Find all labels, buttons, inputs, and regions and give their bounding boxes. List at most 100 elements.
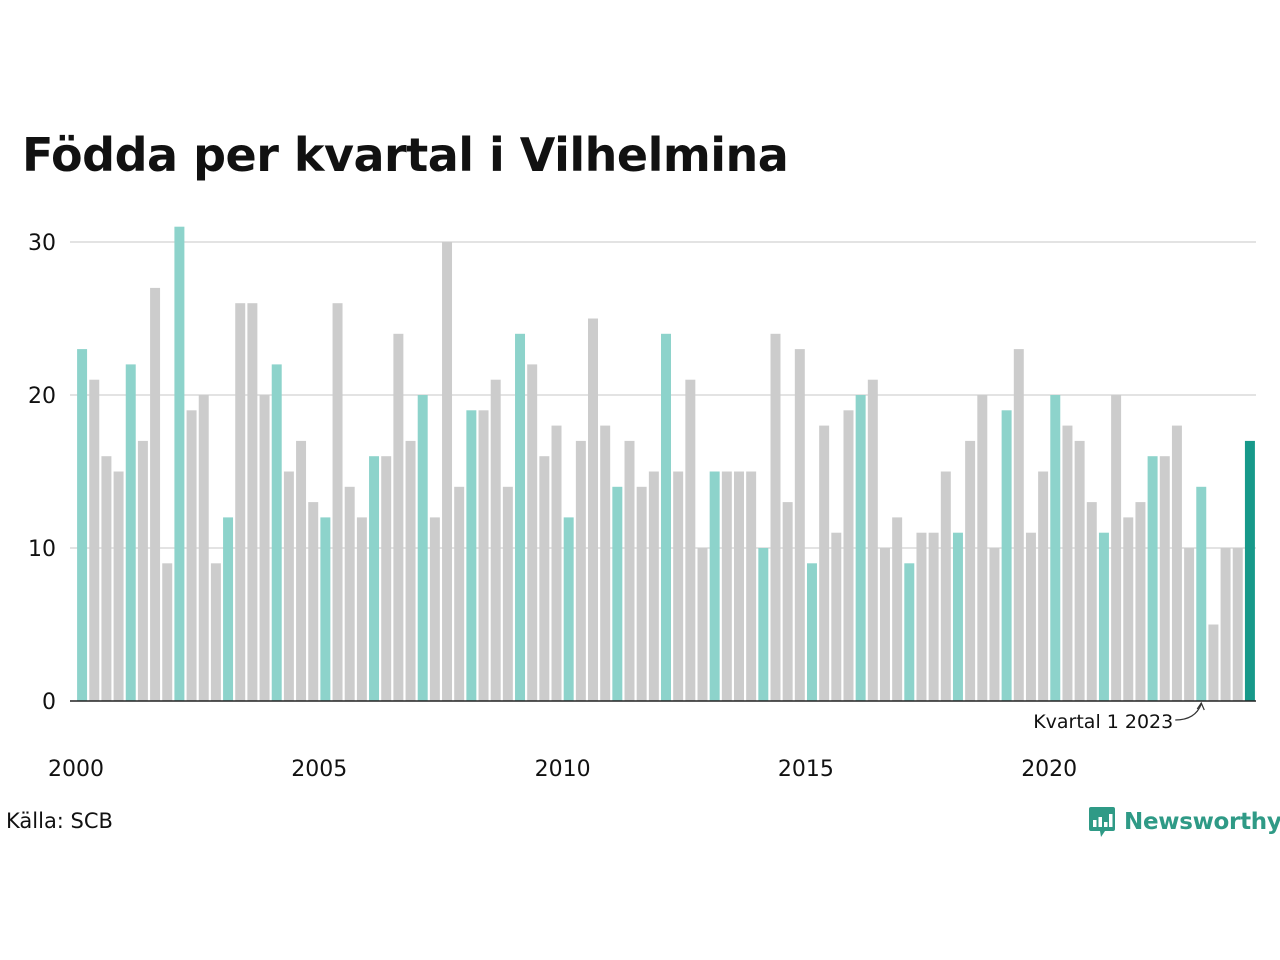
bar: [989, 548, 1000, 701]
bar: [685, 379, 696, 701]
bar: [1098, 532, 1109, 701]
bar: [575, 440, 586, 701]
bar: [259, 395, 270, 701]
bar: [879, 548, 890, 701]
bar: [928, 532, 939, 701]
bar: [1196, 486, 1207, 701]
bar: [1184, 548, 1195, 701]
annotation: Kvartal 1 2023: [1033, 701, 1205, 733]
bar: [855, 395, 866, 701]
bar: [393, 333, 404, 701]
bar: [150, 287, 161, 701]
bar: [235, 303, 246, 701]
bar: [417, 395, 428, 701]
bar: [794, 349, 805, 701]
bar: [271, 364, 282, 701]
bar: [1159, 456, 1170, 701]
bars: [77, 226, 1255, 701]
bar: [429, 517, 440, 701]
bar: [247, 303, 258, 701]
bar: [892, 517, 903, 701]
brand-logo[interactable]: Newsworthy: [1088, 804, 1280, 840]
bar: [1013, 349, 1024, 701]
bar: [1147, 456, 1158, 701]
bar: [721, 471, 732, 701]
x-tick-label: 2015: [778, 757, 834, 782]
bar: [709, 471, 720, 701]
bar: [320, 517, 331, 701]
bar: [1220, 548, 1231, 701]
bar: [490, 379, 501, 701]
y-tick-label: 20: [28, 384, 56, 409]
bar: [369, 456, 380, 701]
y-tick-label: 0: [42, 690, 56, 715]
bar: [697, 548, 708, 701]
bar: [113, 471, 124, 701]
bar: [1050, 395, 1061, 701]
bar: [746, 471, 757, 701]
bar: [673, 471, 684, 701]
y-tick-label: 10: [28, 537, 56, 562]
brand-name: Newsworthy: [1124, 809, 1280, 835]
bar: [806, 563, 817, 701]
annotation-label: Kvartal 1 2023: [1033, 711, 1173, 733]
bar: [600, 425, 611, 701]
chart-bubble-icon: [1089, 807, 1115, 837]
bar: [782, 502, 793, 701]
bar-chart: 0 10 20 30 2000 2005 2010 2015 2020 Kvartal 1 20…: [28, 226, 1256, 782]
bar: [952, 532, 963, 701]
bar: [734, 471, 744, 701]
bar: [527, 364, 538, 701]
bar: [904, 563, 915, 701]
bar: [296, 440, 307, 701]
bar: [1135, 502, 1146, 701]
bar: [1074, 440, 1085, 701]
bar: [77, 349, 88, 701]
bar: [125, 364, 136, 701]
bar: [1244, 440, 1255, 701]
bar: [1038, 471, 1049, 701]
bar: [162, 563, 173, 701]
x-tick-label: 2020: [1021, 757, 1077, 782]
x-tick-label: 2010: [535, 757, 591, 782]
bar: [454, 486, 465, 701]
bar: [770, 333, 781, 701]
bar: [381, 456, 392, 701]
bar: [843, 410, 854, 701]
bar: [502, 486, 513, 701]
bar: [186, 410, 197, 701]
bar: [588, 318, 598, 701]
bar: [661, 333, 671, 701]
bar: [539, 456, 550, 701]
source-note: Källa: SCB: [6, 809, 113, 833]
bar: [758, 548, 769, 701]
bar: [831, 532, 842, 701]
x-tick-label: 2005: [291, 757, 347, 782]
bar: [137, 440, 148, 701]
bar: [174, 226, 185, 701]
bar: [916, 532, 927, 701]
bar: [648, 471, 659, 701]
bar: [940, 471, 951, 701]
bar: [478, 410, 489, 701]
bar: [612, 486, 623, 701]
bar: [965, 440, 976, 701]
bar: [624, 440, 635, 701]
bar: [308, 502, 319, 701]
x-tick-label: 2000: [48, 757, 104, 782]
bar: [636, 486, 647, 701]
bar: [551, 425, 562, 701]
axes: 0 10 20 30 2000 2005 2010 2015 2020: [28, 231, 1256, 782]
bar: [819, 425, 830, 701]
y-tick-label: 30: [28, 231, 56, 256]
bar: [1171, 425, 1182, 701]
bar: [223, 517, 234, 701]
bar: [101, 456, 112, 701]
bar: [466, 410, 477, 701]
bar: [332, 303, 343, 701]
bar: [210, 563, 221, 701]
chart-title: Födda per kvartal i Vilhelmina: [22, 128, 789, 182]
bar: [1232, 548, 1243, 701]
bar: [1208, 624, 1219, 701]
bar: [405, 440, 416, 701]
